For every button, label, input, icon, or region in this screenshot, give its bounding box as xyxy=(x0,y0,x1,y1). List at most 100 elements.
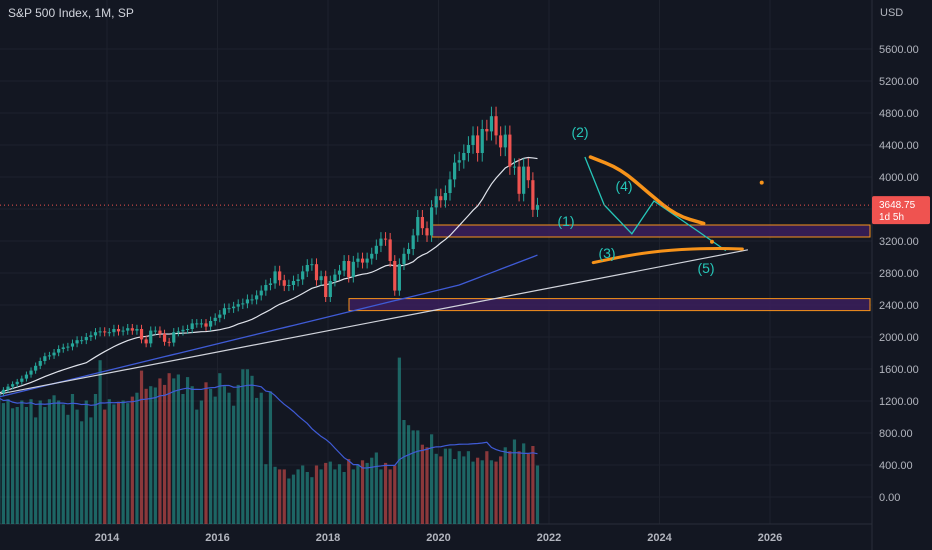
candle-body xyxy=(425,228,429,236)
candle-body xyxy=(167,341,171,343)
volume-bar xyxy=(199,400,203,524)
candle-body xyxy=(453,162,457,180)
volume-bar xyxy=(47,399,52,524)
wave-label: (4) xyxy=(615,178,632,194)
volume-bar xyxy=(126,403,130,524)
y-tick-label: 800.00 xyxy=(879,428,913,440)
volume-bar xyxy=(291,474,296,524)
candle-body xyxy=(337,270,342,275)
candle-body xyxy=(296,279,300,281)
y-tick-label: 1600.00 xyxy=(879,364,919,376)
y-tick-label: 4800.00 xyxy=(879,108,919,120)
candle-body xyxy=(480,129,484,153)
volume-bar xyxy=(287,478,291,524)
candle-body xyxy=(121,330,125,332)
volume-bar xyxy=(218,373,222,524)
candle-body xyxy=(448,179,452,193)
volume-bar xyxy=(526,453,530,524)
candle-body xyxy=(466,145,471,153)
volume-bar xyxy=(397,357,401,524)
candle-body xyxy=(15,381,19,385)
volume-bar xyxy=(535,465,540,524)
volume-bar xyxy=(301,465,305,524)
y-tick-label: 400.00 xyxy=(879,460,913,472)
candle-body xyxy=(328,281,332,297)
volume-bar xyxy=(84,400,88,524)
candle-body xyxy=(144,339,148,344)
x-tick-label: 2024 xyxy=(647,532,672,544)
volume-bar xyxy=(245,369,250,524)
candle-body xyxy=(416,217,420,236)
candle-body xyxy=(406,249,411,254)
volume-bar xyxy=(356,464,360,524)
annotation-dot xyxy=(759,180,764,185)
volume-bar xyxy=(517,451,521,524)
candle-body xyxy=(397,264,401,291)
slow-moving-average xyxy=(0,254,538,398)
volume-bar xyxy=(282,469,286,524)
volume-bar xyxy=(429,434,434,524)
volume-bar xyxy=(383,462,388,524)
x-tick-label: 2018 xyxy=(316,532,340,544)
volume-bar xyxy=(512,439,517,524)
wave-label: (5) xyxy=(697,260,714,276)
candle-body xyxy=(282,280,286,286)
candle-body xyxy=(291,281,296,285)
candle-body xyxy=(314,264,319,281)
wave-label: (3) xyxy=(598,245,615,261)
volume-bar xyxy=(52,395,56,524)
volume-bar xyxy=(360,460,365,524)
volume-bar xyxy=(342,472,346,524)
chart-title: S&P 500 Index, 1M, SP xyxy=(8,6,134,20)
candle-body xyxy=(107,332,111,334)
volume-bar xyxy=(406,425,411,524)
candle-body xyxy=(190,323,194,329)
y-tick-label: 4000.00 xyxy=(879,172,919,184)
volume-bar xyxy=(416,430,420,524)
volume-bar xyxy=(522,443,526,524)
candle-body xyxy=(411,235,415,249)
volume-bar xyxy=(471,461,475,524)
support-zone xyxy=(348,298,871,312)
volume-bar xyxy=(172,378,176,524)
candle-body xyxy=(52,352,56,356)
volume-bar xyxy=(112,404,116,524)
x-tick-label: 2022 xyxy=(537,532,561,544)
volume-bar xyxy=(328,461,332,524)
candle-body xyxy=(310,264,314,266)
volume-bar xyxy=(227,392,231,524)
candle-body xyxy=(429,207,434,236)
volume-bar xyxy=(453,459,457,524)
volume-bar xyxy=(57,400,61,524)
volume-bar xyxy=(11,408,15,524)
volume-bar xyxy=(43,407,47,524)
volume-bar xyxy=(347,459,351,524)
volume-bar xyxy=(181,394,185,524)
x-tick-label: 2014 xyxy=(95,532,120,544)
candle-body xyxy=(126,328,130,331)
volume-bar xyxy=(176,374,180,524)
candle-body xyxy=(388,239,392,261)
candle-body xyxy=(420,217,424,229)
volume-bar xyxy=(337,464,342,524)
candle-body xyxy=(11,384,15,387)
y-tick-label: 1200.00 xyxy=(879,396,919,408)
volume-bar xyxy=(296,469,300,524)
volume-bar xyxy=(314,465,319,524)
volume-bar xyxy=(305,472,309,524)
volume-bar xyxy=(34,417,38,524)
candle-body xyxy=(301,271,305,280)
candle-body xyxy=(273,271,277,284)
candle-body xyxy=(250,299,254,301)
volume-bar xyxy=(255,397,259,524)
candle-body xyxy=(130,328,134,331)
volume-bar xyxy=(480,460,484,524)
x-tick-label: 2020 xyxy=(426,532,450,544)
candle-body xyxy=(213,317,217,321)
candle-body xyxy=(135,329,139,331)
candle-body xyxy=(503,134,507,148)
candle-body xyxy=(172,332,176,343)
candle-body xyxy=(268,283,273,285)
